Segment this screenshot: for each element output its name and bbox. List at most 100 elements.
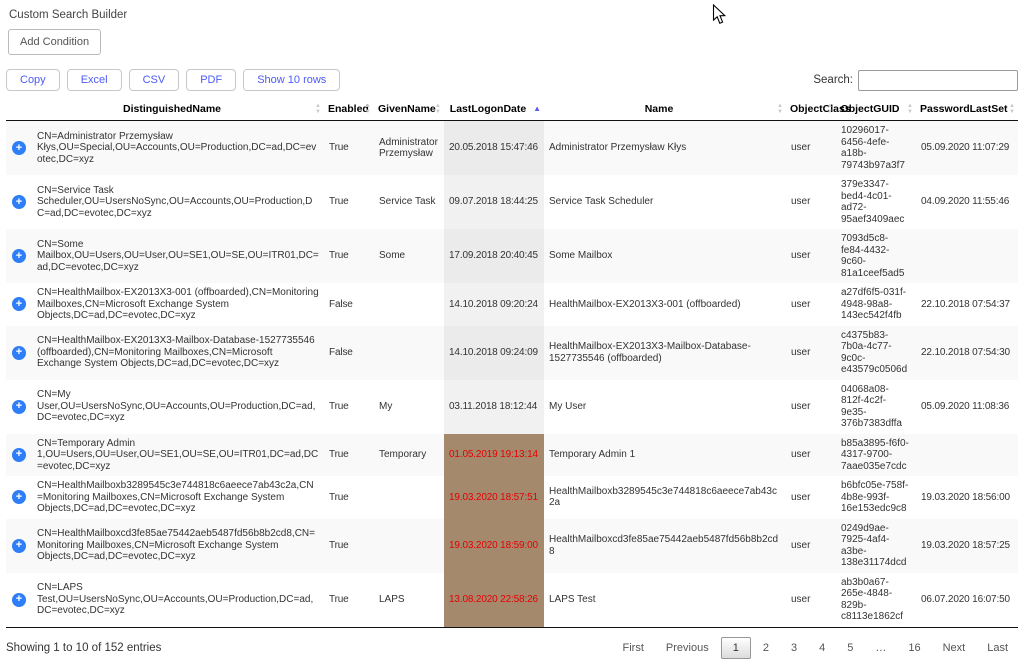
table-info: Showing 1 to 10 of 152 entries: [6, 641, 162, 654]
column-header-object_class[interactable]: ObjectClass ▲ ▼: [786, 98, 851, 121]
csv-button[interactable]: CSV: [128, 69, 180, 91]
cell-enabled: True: [329, 142, 349, 154]
expand-row-button[interactable]: +: [12, 297, 26, 312]
expand-row-button[interactable]: +: [12, 345, 26, 360]
cell-given_name: [374, 283, 444, 326]
cell-last_logon_date: 20.05.2018 15:47:46: [444, 120, 544, 175]
cell-last_logon_date: 13.08.2020 22:58:26: [444, 572, 544, 627]
column-header-object_guid[interactable]: ObjectGUID ▲ ▼: [836, 98, 916, 121]
cell-object_guid: 04068a08-812f-4c2f-9e35-376b7383dffa: [841, 383, 902, 430]
expand-row-button[interactable]: +: [12, 538, 26, 553]
cell-expand: +: [6, 434, 32, 477]
table-header-row: DistinguishedName ▲ ▼ Enabled ▲ ▼ GivenName ▲ ▼ L…: [6, 98, 1018, 121]
cell-object_class: user: [791, 400, 811, 412]
cell-enabled: True: [329, 539, 349, 551]
copy-button[interactable]: Copy: [6, 69, 60, 91]
cell-expand: +: [6, 175, 32, 229]
cell-enabled: True: [329, 196, 349, 208]
cell-last_logon_date: 14.10.2018 09:24:09: [444, 325, 544, 380]
cell-last_logon_date: 09.07.2018 18:44:25: [444, 175, 544, 229]
cell-dn: CN=Temporary Admin 1,OU=Users,OU=User,OU…: [37, 437, 319, 472]
cell-enabled: False: [329, 298, 353, 310]
cell-object_guid: c4375b83-7b0a-4c77-9c0c-e43579c0506d: [841, 329, 908, 376]
cell-last_logon_date: 19.03.2020 18:59:00: [444, 518, 544, 573]
table-toolbar: Copy Excel CSV PDF Show 10 rows Search:: [6, 69, 1018, 91]
cell-dn: CN=Service Task Scheduler,OU=UsersNoSync…: [37, 184, 313, 219]
cell-password_last_set: [916, 434, 1018, 477]
expand-row-button[interactable]: +: [12, 447, 26, 462]
cell-object_guid: 0249d9ae-7925-4af4-a3be-138e31174dcd: [841, 522, 907, 569]
sort-icon: ▲ ▼: [907, 103, 913, 115]
column-header-name[interactable]: Name ▲ ▼: [544, 98, 786, 121]
pagination-page-…[interactable]: …: [875, 641, 887, 654]
cell-name: My User: [549, 400, 587, 412]
pagination-page-2[interactable]: 2: [762, 641, 769, 654]
cell-object_class: user: [791, 346, 811, 358]
results-table: DistinguishedName ▲ ▼ Enabled ▲ ▼ GivenName ▲ ▼ L…: [6, 98, 1018, 628]
cell-object_class: user: [791, 449, 811, 460]
table-body: + CN=Administrator Przemysław Kłys,OU=Spe…: [6, 120, 1018, 627]
sort-ascending-icon: ▲: [533, 104, 541, 113]
table-row: + CN=Service Task Scheduler,OU=UsersNoSyn…: [6, 175, 1018, 229]
expand-row-button[interactable]: +: [12, 592, 26, 607]
sort-icon: ▲ ▼: [777, 103, 783, 115]
cell-password_last_set: 22.10.2018 07:54:37: [921, 298, 1010, 310]
table-row: + CN=HealthMailboxcd3fe85ae75442aeb5487fd…: [6, 518, 1018, 573]
pagination-page-16[interactable]: 16: [908, 641, 921, 654]
expand-row-button[interactable]: +: [12, 249, 26, 263]
column-header-enabled[interactable]: Enabled ▲ ▼: [324, 98, 374, 121]
cell-dn: CN=Administrator Przemysław Kłys,OU=Spec…: [37, 130, 317, 165]
pagination-page-1[interactable]: 1: [720, 636, 751, 659]
search-input[interactable]: [858, 69, 1018, 91]
cell-password_last_set: 22.10.2018 07:54:30: [921, 346, 1010, 358]
column-label: ObjectGUID: [840, 103, 900, 115]
column-header-password_last_set[interactable]: PasswordLastSet ▲ ▼: [916, 98, 1018, 121]
column-label: LastLogonDate: [449, 103, 527, 115]
cell-password_last_set: 19.03.2020 18:57:25: [921, 539, 1010, 551]
pagination-last[interactable]: Last: [987, 641, 1008, 654]
sort-icon: ▲ ▼: [435, 103, 441, 115]
cell-name: Service Task Scheduler: [549, 196, 654, 208]
sort-icon: ▲ ▼: [315, 103, 321, 115]
pdf-button[interactable]: PDF: [186, 69, 237, 91]
cell-given_name: Administrator Przemysław: [379, 136, 438, 160]
cell-name: Administrator Przemysław Kłys: [549, 142, 687, 154]
pagination-first[interactable]: First: [622, 641, 644, 654]
table-row: + CN=Some Mailbox,OU=Users,OU=User,OU=SE1…: [6, 229, 1018, 283]
cell-last_logon_date: 19.03.2020 18:57:51: [444, 476, 544, 519]
cell-name: HealthMailboxcd3fe85ae75442aeb5487fd56b8…: [549, 534, 779, 557]
expand-row-button[interactable]: +: [12, 195, 26, 209]
column-header-last_logon_date[interactable]: LastLogonDate ▲: [444, 98, 544, 121]
cell-password_last_set: 04.09.2020 11:55:46: [921, 196, 1010, 208]
expand-row-button[interactable]: +: [12, 399, 26, 414]
column-label: Name: [644, 103, 674, 115]
expand-row-button[interactable]: +: [12, 490, 26, 505]
column-label: PasswordLastSet: [920, 103, 1008, 115]
cell-dn: CN=My User,OU=UsersNoSync,OU=Accounts,OU…: [37, 389, 316, 424]
column-header-given_name[interactable]: GivenName ▲ ▼: [374, 98, 444, 121]
cell-dn: CN=Some Mailbox,OU=Users,OU=User,OU=SE1,…: [37, 238, 319, 273]
table-row: + CN=HealthMailboxb3289545c3e744818c6aeec…: [6, 476, 1018, 519]
cell-dn: CN=LAPS Test,OU=UsersNoSync,OU=Accounts,…: [37, 582, 314, 617]
show-rows-button[interactable]: Show 10 rows: [243, 69, 341, 91]
pagination-page-3[interactable]: 3: [790, 641, 798, 654]
excel-button[interactable]: Excel: [66, 69, 122, 91]
expand-row-button[interactable]: +: [12, 141, 26, 155]
cell-given_name: [374, 326, 444, 380]
cell-object_class: user: [791, 298, 811, 310]
search-box: Search:: [813, 69, 1018, 91]
cell-given_name: [374, 476, 444, 519]
pagination-previous[interactable]: Previous: [665, 641, 709, 654]
cell-last_logon_date: 17.09.2018 20:40:45: [444, 229, 544, 283]
sort-icon: ▲ ▼: [827, 103, 833, 115]
table-row: + CN=HealthMailbox-EX2013X3-Mailbox-Datab…: [6, 325, 1018, 380]
pagination-page-4[interactable]: 4: [819, 641, 826, 654]
column-label: GivenName: [378, 103, 436, 115]
table-row: + CN=LAPS Test,OU=UsersNoSync,OU=Accounts…: [6, 572, 1018, 627]
add-condition-button[interactable]: Add Condition: [8, 29, 102, 55]
cell-given_name: Service Task: [379, 196, 436, 208]
column-header-dn[interactable]: DistinguishedName ▲ ▼: [32, 98, 324, 121]
pagination-next[interactable]: Next: [942, 641, 966, 654]
cell-object_guid: b85a3895-f6f0-4317-9700-7aae035e7cdc: [841, 437, 909, 472]
pagination-page-5[interactable]: 5: [847, 641, 854, 654]
